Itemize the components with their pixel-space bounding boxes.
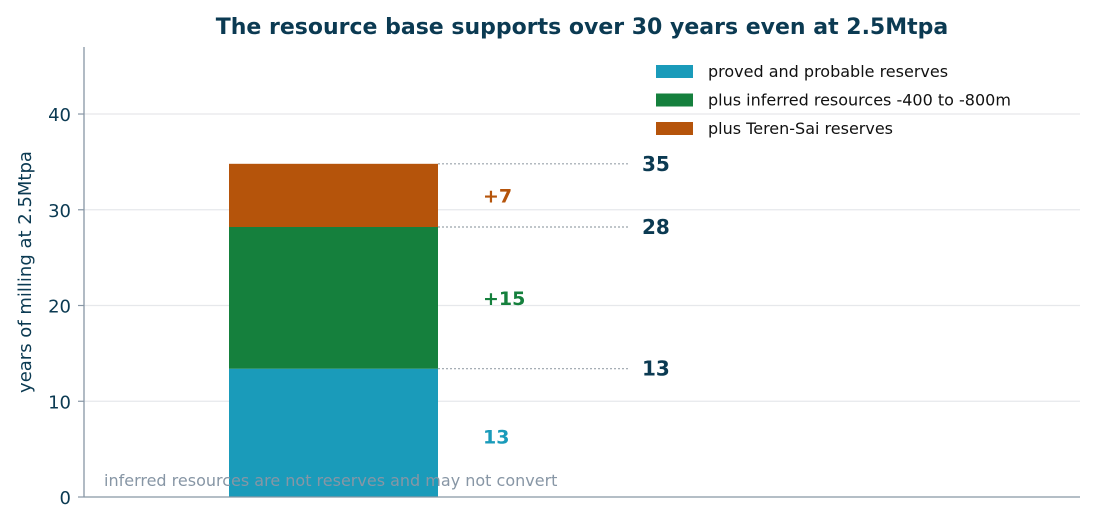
y-tick-label-30: 30 (48, 201, 71, 222)
bar-segment-3 (229, 163, 438, 227)
chart-title: The resource base supports over 30 years… (216, 15, 949, 40)
segment-label-1: 13 (483, 427, 509, 449)
bar-segment-1 (229, 368, 438, 497)
y-tick-label-40: 40 (48, 105, 71, 126)
y-tick-labels: 0 10 20 30 40 (48, 105, 71, 509)
bar-segment-2 (229, 227, 438, 369)
footnote: inferred resources are not reserves and … (104, 471, 557, 490)
legend-swatch-3 (656, 122, 693, 135)
total-labels: 13 28 35 (642, 152, 670, 381)
total-label-1: 13 (642, 357, 670, 381)
y-axis-label: years of milling at 2.5Mtpa (15, 151, 36, 393)
y-tick-label-0: 0 (60, 488, 71, 509)
total-label-2: 28 (642, 215, 670, 239)
legend-label-2: plus inferred resources -400 to -800m (708, 91, 1011, 110)
stacked-bar (229, 163, 438, 497)
connector-lines (438, 163, 630, 370)
y-tick-label-10: 10 (48, 392, 71, 413)
y-tick-label-20: 20 (48, 297, 71, 318)
segment-annotations: 13 +15 +7 (483, 185, 525, 448)
legend: proved and probable reserves plus inferre… (656, 62, 1011, 138)
legend-swatch-1 (656, 65, 693, 78)
legend-label-1: proved and probable reserves (708, 62, 948, 81)
legend-label-3: plus Teren-Sai reserves (708, 119, 893, 138)
axes (78, 47, 1080, 498)
segment-label-3: +7 (483, 185, 512, 207)
total-label-3: 35 (642, 152, 670, 176)
legend-swatch-2 (656, 93, 693, 107)
segment-label-2: +15 (483, 288, 525, 310)
